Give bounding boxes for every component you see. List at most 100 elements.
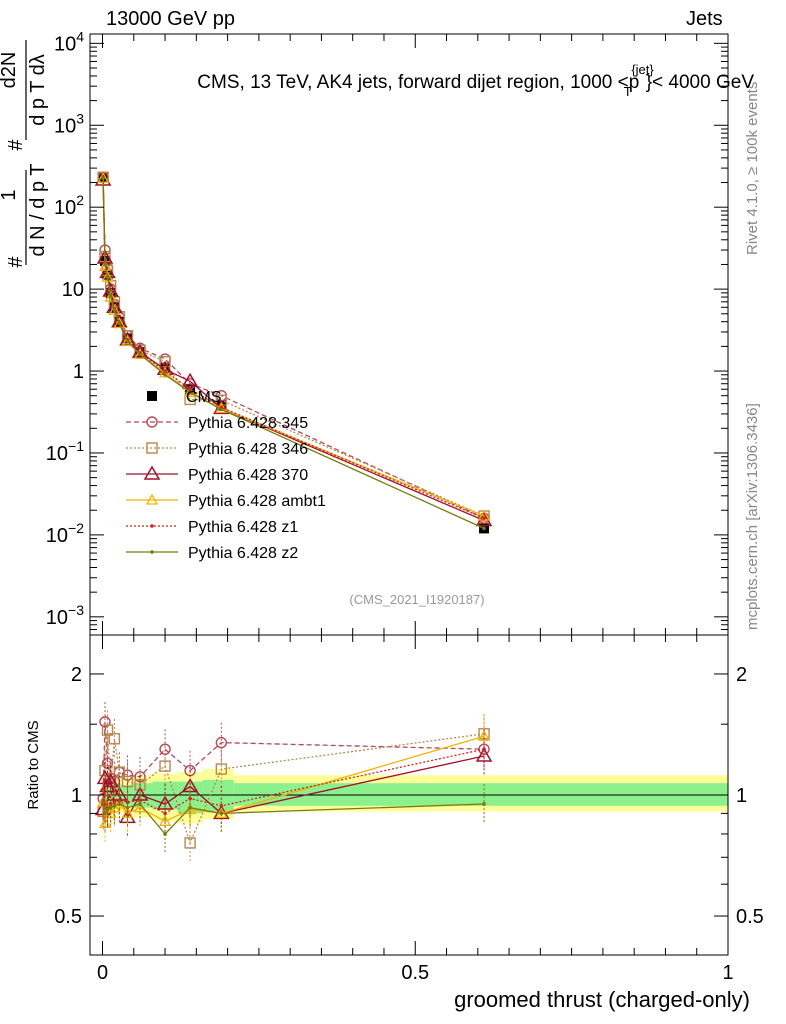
ratio-point-p370	[475, 747, 493, 762]
legend-marker-z2	[150, 550, 154, 554]
title-sub: T	[624, 84, 632, 99]
ylabel-denominator-right: d p T dλ	[27, 54, 49, 126]
main-point-z2	[112, 307, 117, 312]
x-axis-label: groomed thrust (charged-only)	[454, 987, 750, 1012]
main-title: CMS, 13 TeV, AK4 jets, forward dijet reg…	[197, 62, 754, 99]
ratio-point-z2	[482, 802, 486, 806]
main-y-axis-label: #1 d N / d p T# d2N d p T dλ	[0, 40, 49, 268]
main-point-ambt1	[113, 317, 126, 329]
main-y-tick-label: 1	[73, 361, 84, 383]
main-point-z1	[163, 369, 167, 373]
main-y-tick-label: 10−1	[46, 438, 84, 465]
tick-base: 10	[54, 33, 76, 55]
ratio-point-p345	[159, 743, 171, 755]
x-tick-label: 0	[97, 962, 108, 984]
tick-exponent: −2	[68, 520, 84, 536]
ratio-plot	[94, 702, 493, 863]
ratio-y-axis-label: Ratio to CMS	[25, 720, 42, 809]
legend-marker-p345	[146, 416, 158, 428]
ratio-point-z2	[117, 802, 122, 806]
main-point-ambt1	[104, 290, 117, 302]
header-left: 13000 GeV pp	[106, 8, 235, 30]
x-tick-label: 1	[722, 962, 733, 984]
tick-base: 10	[54, 197, 76, 219]
main-point-z1	[482, 516, 486, 520]
main-point-z2	[482, 526, 486, 531]
ylabel-one: 1	[0, 189, 20, 200]
ratio-point-p346	[184, 837, 196, 849]
tick-exponent: 3	[76, 110, 84, 126]
watermark: (CMS_2021_I1920187)	[349, 592, 484, 607]
legend-marker-z1	[150, 524, 154, 528]
tick-exponent: −1	[68, 438, 84, 454]
main-y-tick-label: 103	[54, 110, 84, 137]
main-point-z2	[117, 321, 122, 326]
ratio-y-tick-label-right: 0.5	[736, 906, 764, 928]
ratio-point-z2	[138, 802, 142, 806]
ratio-point-p345	[99, 716, 111, 728]
ratio-point-z2	[112, 804, 117, 808]
tick-exponent: 4	[76, 28, 84, 44]
ratio-y-tick-label-right: 2	[736, 664, 747, 686]
title-sup: {jet}	[631, 62, 654, 77]
ratio-point-p370	[156, 795, 174, 810]
main-point-ambt1	[121, 335, 134, 347]
ratio-point-ambt1	[477, 729, 491, 741]
legend-label-cms: CMS	[186, 389, 222, 406]
main-point-z2	[103, 262, 107, 267]
ratio-point-z2	[163, 832, 167, 836]
legend-marker-ambt1	[145, 493, 159, 505]
tick-exponent: 2	[76, 192, 84, 208]
main-point-ambt1	[477, 509, 491, 521]
ratio-point-z2	[105, 807, 110, 812]
main-y-tick-label: 104	[54, 28, 84, 55]
title-main: CMS, 13 TeV, AK4 jets, forward dijet reg…	[197, 72, 639, 93]
ratio-point-p346	[101, 724, 114, 736]
ratio-band	[90, 769, 729, 824]
ratio-point-z1	[125, 800, 130, 804]
tick-base: 10	[46, 525, 68, 547]
main-point-z2	[125, 339, 130, 344]
legend-label-p346: Pythia 6.428 346	[188, 441, 308, 458]
ratio-y-tick-label: 2	[71, 664, 82, 686]
main-y-tick-label: 102	[54, 192, 84, 219]
ratio-point-z2	[188, 805, 192, 810]
main-point-p346	[215, 394, 228, 406]
main-point-p370	[106, 298, 123, 314]
legend-label-z1: Pythia 6.428 z1	[188, 519, 298, 536]
main-y-tick-label: 10−2	[46, 520, 84, 547]
tick-base: 10	[46, 607, 68, 629]
ratio-point-z2	[103, 811, 107, 816]
main-y-tick-label: 10	[62, 279, 84, 301]
ylabel-denominator-left: d N / d p T	[27, 163, 49, 256]
ylabel-hash-2: #	[5, 139, 27, 151]
main-series-line-p346	[102, 177, 485, 517]
title-tail: }< 4000 GeV	[646, 72, 755, 93]
tick-exponent: −3	[68, 602, 84, 618]
legend-label-p370: Pythia 6.428 370	[188, 467, 308, 484]
axis-ticks	[90, 34, 729, 955]
main-plot	[94, 171, 493, 534]
main-point-z2	[138, 352, 142, 357]
ratio-point-z1	[482, 747, 486, 751]
ratio-point-p345	[215, 736, 228, 749]
main-point-ambt1	[183, 385, 197, 397]
ratio-point-ambt1	[113, 797, 126, 809]
legend-label-p345: Pythia 6.428 345	[188, 415, 308, 432]
ratio-point-z1	[188, 796, 192, 801]
ratio-point-z2	[108, 805, 113, 810]
ratio-point-p346	[215, 763, 228, 775]
ratio-point-p346	[108, 733, 121, 745]
main-point-p370	[111, 313, 128, 328]
main-point-ambt1	[133, 347, 147, 359]
legend-label-z2: Pythia 6.428 z2	[188, 545, 298, 562]
chart-legend: CMS Pythia 6.428 345 Pythia 6.428 346 Pythi…	[126, 389, 326, 562]
tick-base: 10	[46, 443, 68, 465]
main-point-z2	[219, 407, 224, 412]
band-inner-segment	[233, 783, 729, 806]
band-inner-segment	[202, 779, 234, 812]
ratio-y-tick-label-right: 1	[736, 785, 747, 807]
main-point-z2	[188, 390, 192, 395]
